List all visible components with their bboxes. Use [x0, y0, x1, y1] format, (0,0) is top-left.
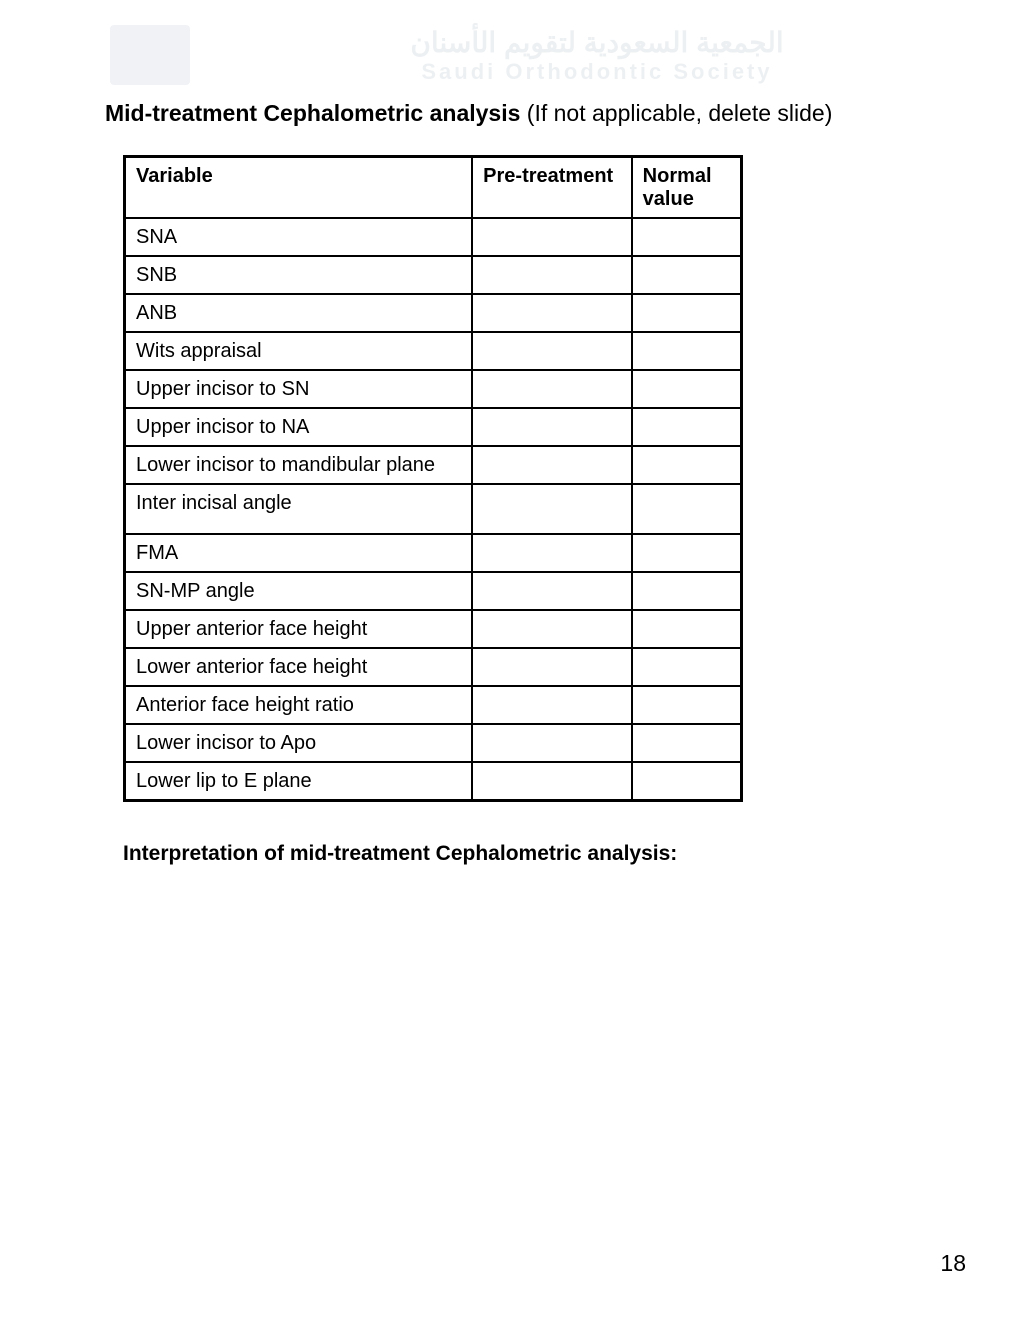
cell-pretreatment [472, 446, 632, 484]
page-number: 18 [940, 1250, 966, 1277]
cell-normal [632, 294, 742, 332]
cell-variable: ANB [125, 294, 473, 332]
cell-pretreatment [472, 534, 632, 572]
cell-pretreatment [472, 256, 632, 294]
cell-normal [632, 762, 742, 801]
cell-pretreatment [472, 648, 632, 686]
table-row: Lower incisor to mandibular plane [125, 446, 742, 484]
cell-variable: FMA [125, 534, 473, 572]
cell-normal [632, 484, 742, 534]
cell-normal [632, 446, 742, 484]
cell-variable: Lower anterior face height [125, 648, 473, 686]
cell-normal [632, 724, 742, 762]
cell-variable: Lower incisor to Apo [125, 724, 473, 762]
cell-variable: Anterior face height ratio [125, 686, 473, 724]
cell-variable: SNB [125, 256, 473, 294]
cell-normal [632, 610, 742, 648]
table-row: Lower anterior face height [125, 648, 742, 686]
cell-variable: Wits appraisal [125, 332, 473, 370]
cell-pretreatment [472, 686, 632, 724]
cell-normal [632, 648, 742, 686]
cell-variable: SNA [125, 218, 473, 256]
cell-variable: Upper anterior face height [125, 610, 473, 648]
table-row: Anterior face height ratio [125, 686, 742, 724]
cell-variable: Lower incisor to mandibular plane [125, 446, 473, 484]
table-row: Wits appraisal [125, 332, 742, 370]
cephalometric-table: Variable Pre-treatment Normal value SNAS… [123, 155, 743, 802]
table-row: Upper anterior face height [125, 610, 742, 648]
cell-pretreatment [472, 724, 632, 762]
cell-normal [632, 256, 742, 294]
page-content: Mid-treatment Cephalometric analysis (If… [0, 0, 1024, 906]
table-row: SN-MP angle [125, 572, 742, 610]
interpretation-heading: Interpretation of mid-treatment Cephalom… [123, 842, 964, 866]
cell-variable: SN-MP angle [125, 572, 473, 610]
cell-normal [632, 218, 742, 256]
title-main: Mid-treatment Cephalometric analysis [105, 100, 527, 126]
cell-pretreatment [472, 572, 632, 610]
cell-pretreatment [472, 762, 632, 801]
title-note: (If not applicable, delete slide) [527, 100, 833, 126]
cell-variable: Upper incisor to SN [125, 370, 473, 408]
table-row: Upper incisor to NA [125, 408, 742, 446]
cell-pretreatment [472, 370, 632, 408]
cell-normal [632, 572, 742, 610]
cell-normal [632, 534, 742, 572]
cell-normal [632, 332, 742, 370]
table-body: SNASNBANBWits appraisalUpper incisor to … [125, 218, 742, 801]
cell-variable: Lower lip to E plane [125, 762, 473, 801]
cell-variable: Upper incisor to NA [125, 408, 473, 446]
cell-normal [632, 686, 742, 724]
cell-pretreatment [472, 610, 632, 648]
table-row: Inter incisal angle [125, 484, 742, 534]
cell-pretreatment [472, 332, 632, 370]
cell-variable: Inter incisal angle [125, 484, 473, 534]
table-row: ANB [125, 294, 742, 332]
cell-normal [632, 370, 742, 408]
cell-pretreatment [472, 484, 632, 534]
table-row: Lower lip to E plane [125, 762, 742, 801]
cell-pretreatment [472, 218, 632, 256]
table-row: SNB [125, 256, 742, 294]
cell-pretreatment [472, 294, 632, 332]
cell-normal [632, 408, 742, 446]
table-row: Upper incisor to SN [125, 370, 742, 408]
cell-pretreatment [472, 408, 632, 446]
col-pretreatment: Pre-treatment [472, 157, 632, 219]
page-title: Mid-treatment Cephalometric analysis (If… [105, 100, 964, 127]
col-normal: Normal value [632, 157, 742, 219]
table-row: FMA [125, 534, 742, 572]
table-row: SNA [125, 218, 742, 256]
table-header-row: Variable Pre-treatment Normal value [125, 157, 742, 219]
col-variable: Variable [125, 157, 473, 219]
table-container: Variable Pre-treatment Normal value SNAS… [123, 155, 864, 802]
table-row: Lower incisor to Apo [125, 724, 742, 762]
